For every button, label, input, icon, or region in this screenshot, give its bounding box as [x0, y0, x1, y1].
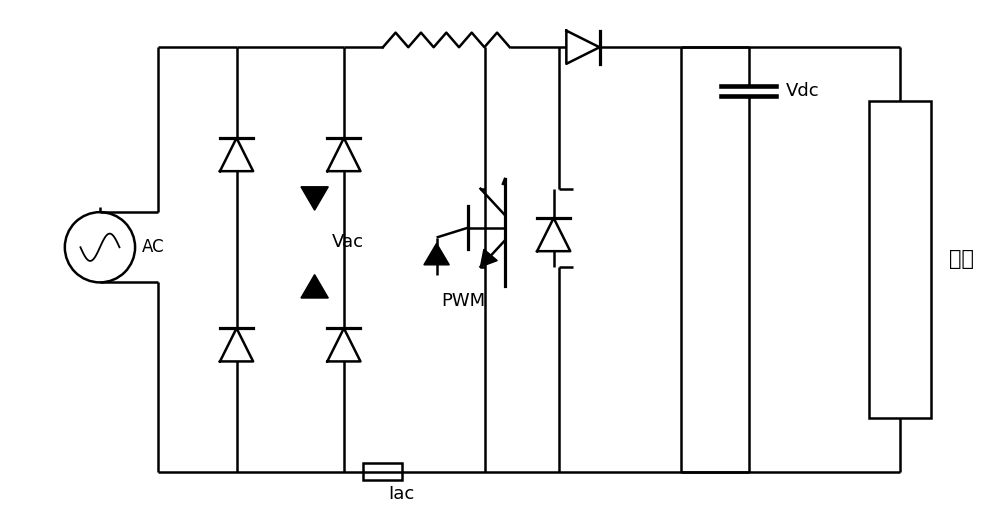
Text: Vac: Vac	[332, 233, 364, 251]
Text: 负载: 负载	[949, 249, 974, 269]
Text: Vdc: Vdc	[786, 82, 820, 100]
Polygon shape	[480, 249, 497, 267]
Text: Iac: Iac	[388, 485, 414, 503]
Text: PWM: PWM	[441, 292, 486, 310]
Bar	[363, 463, 402, 481]
Text: AC: AC	[142, 238, 165, 256]
Polygon shape	[301, 275, 328, 298]
Polygon shape	[424, 243, 449, 265]
Polygon shape	[301, 187, 328, 210]
Bar	[869, 101, 931, 418]
